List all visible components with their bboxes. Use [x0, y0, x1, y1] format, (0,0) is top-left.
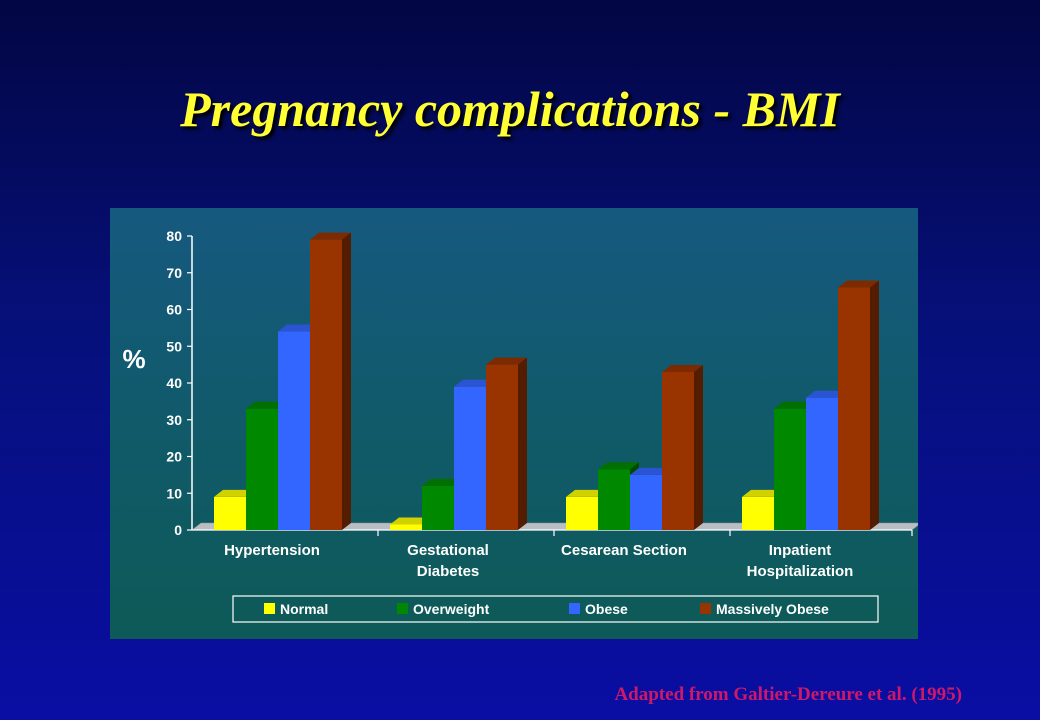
y-tick-label: 80 [166, 228, 182, 244]
bar-top [742, 489, 783, 497]
legend-label: Massively Obese [716, 601, 829, 617]
bar-top [598, 462, 639, 470]
bar-top [390, 517, 431, 525]
bar-front [246, 408, 278, 530]
y-tick-label: 30 [166, 412, 182, 428]
bar-front [310, 239, 342, 531]
bar-side [518, 357, 527, 530]
y-tick-label: 10 [166, 485, 182, 501]
chart-panel: % 0 10 20 30 40 50 60 70 80 Hypertension Gestatio… [110, 208, 918, 639]
bar-top [246, 401, 287, 409]
bar [838, 280, 879, 530]
legend-swatch [569, 603, 580, 614]
y-axis-label: % [122, 344, 145, 374]
bar-front [806, 397, 838, 530]
y-tick-label: 40 [166, 375, 182, 391]
bar [310, 232, 351, 531]
category-label: Inpatient Hospitalization [747, 542, 854, 580]
bar-side [342, 232, 351, 531]
legend-swatch [397, 603, 408, 614]
bar-front [278, 331, 310, 530]
y-tick-label: 60 [166, 302, 182, 318]
category-label: Gestational Diabetes [407, 542, 489, 580]
bar-top [662, 364, 703, 372]
bar-top [566, 489, 607, 497]
bar-top [278, 324, 319, 332]
bar [486, 357, 527, 530]
y-tick-label: 20 [166, 449, 182, 465]
legend-item: Obese [569, 601, 628, 617]
y-tick-label: 50 [166, 338, 182, 354]
legend-label: Obese [585, 601, 628, 617]
bar-front [742, 496, 774, 530]
legend-swatch [264, 603, 275, 614]
bar-top [214, 489, 255, 497]
category-label: Cesarean Section [561, 542, 687, 559]
chart-legend: Normal Overweight Obese Massively Obese [232, 595, 879, 623]
source-citation: Adapted from Galtier-Dereure et al. (199… [614, 684, 962, 705]
bar-top [630, 467, 671, 475]
bar-top [774, 401, 815, 409]
bar [662, 364, 703, 530]
bar-front [486, 364, 518, 530]
bar-top [806, 390, 847, 398]
bar-front [598, 469, 630, 530]
y-tick-label: 70 [166, 265, 182, 281]
bar-side [694, 364, 703, 530]
legend-swatch [700, 603, 711, 614]
y-tick-label: 0 [174, 522, 182, 538]
legend-item: Massively Obese [700, 601, 829, 617]
legend-item: Normal [264, 601, 328, 617]
bar-front [838, 287, 870, 530]
slide-title: Pregnancy complications - BMI [180, 81, 840, 137]
legend-border [232, 595, 879, 623]
bar-front [422, 485, 454, 530]
bar-top [486, 357, 527, 365]
legend-item: Overweight [397, 601, 490, 617]
category-label: Hypertension [224, 542, 320, 559]
bar-top [310, 232, 351, 240]
bar-front [566, 496, 598, 530]
legend-label: Overweight [413, 601, 490, 617]
bar-front [390, 524, 422, 530]
bar-top [838, 280, 879, 288]
bar-side [870, 280, 879, 530]
bar-front [630, 474, 662, 530]
bar-front [454, 386, 486, 530]
legend-label: Normal [280, 601, 328, 617]
bar-front [214, 496, 246, 530]
bar-front [774, 408, 806, 530]
bar-top [454, 379, 495, 387]
bar-top [422, 478, 463, 486]
bar-chart: % 0 10 20 30 40 50 60 70 80 Hypertension Gestatio… [122, 228, 918, 623]
bar-front [662, 371, 694, 530]
